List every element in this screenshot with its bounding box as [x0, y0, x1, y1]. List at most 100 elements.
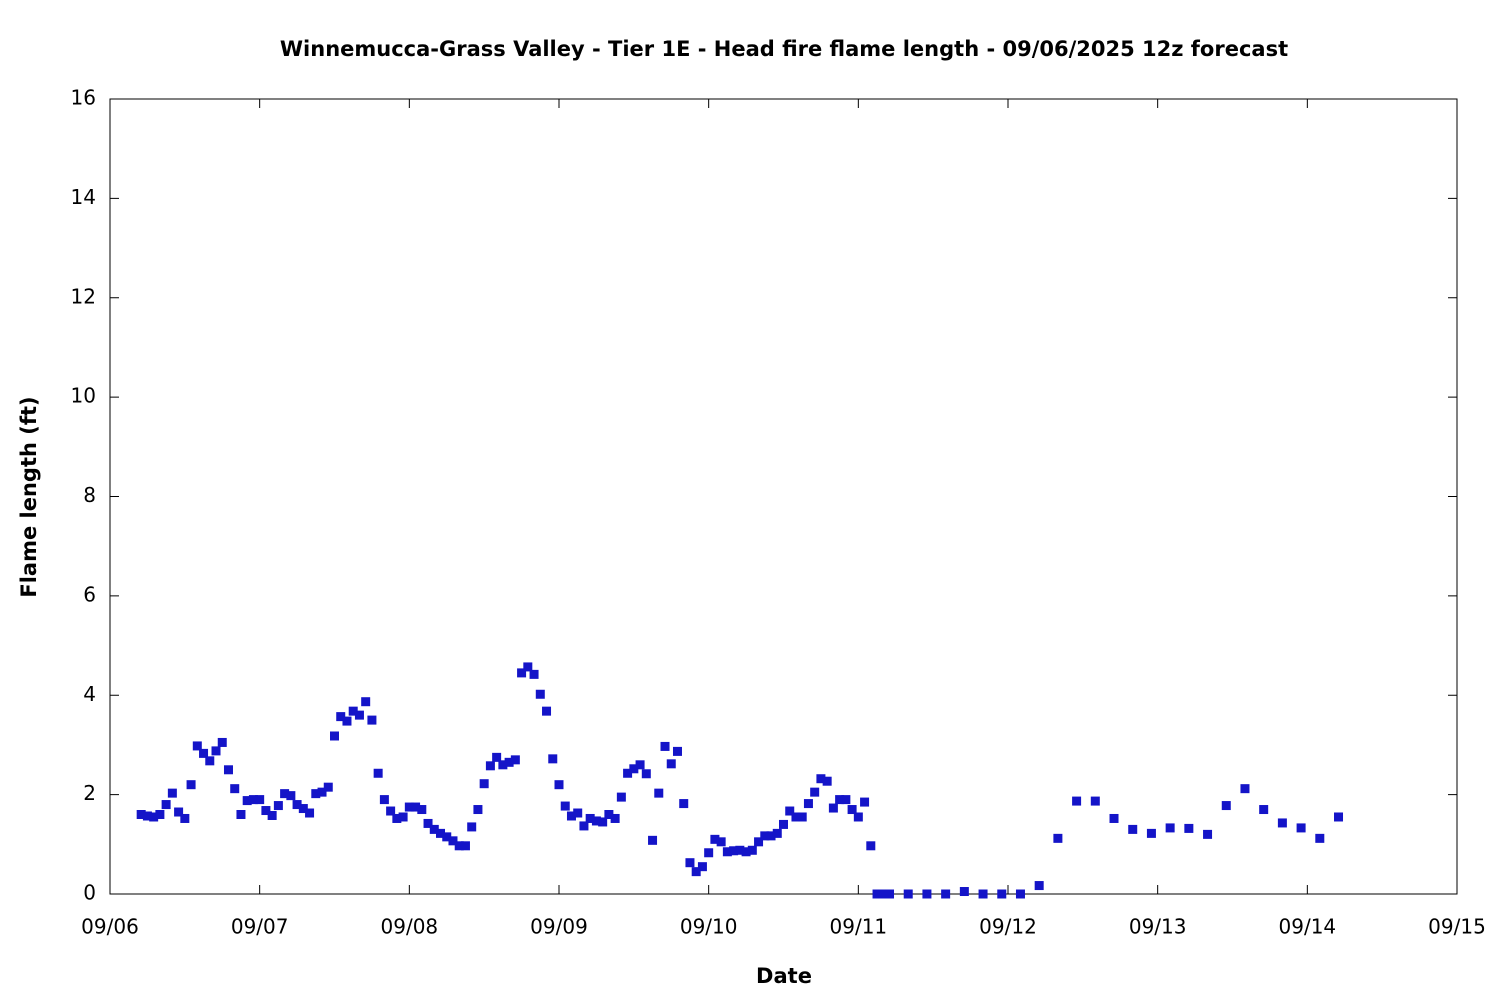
point [523, 662, 533, 672]
point [666, 759, 676, 769]
point [760, 831, 770, 841]
point [635, 760, 645, 770]
point [872, 889, 882, 899]
point [1034, 881, 1044, 891]
point [548, 754, 558, 764]
point [136, 810, 146, 819]
point [386, 806, 396, 816]
point [354, 710, 364, 720]
point [460, 841, 470, 851]
point [722, 847, 732, 857]
x-tick-label: 09/09 [530, 915, 588, 939]
point [878, 889, 888, 899]
point [535, 689, 545, 699]
point [473, 805, 483, 815]
point [922, 889, 932, 899]
point [1109, 813, 1119, 823]
y-axis-label: Flame length (ft) [17, 396, 41, 597]
x-tick-label: 09/15 [1428, 915, 1486, 939]
point [1090, 796, 1100, 806]
point [847, 805, 857, 815]
point [1053, 833, 1063, 843]
point [230, 784, 240, 794]
point [672, 746, 682, 756]
point [361, 697, 371, 707]
point [467, 822, 477, 832]
y-tick-label: 2 [83, 781, 96, 805]
point [273, 801, 283, 811]
point [616, 792, 626, 802]
y-tick-label: 16 [71, 86, 96, 110]
point [710, 834, 720, 844]
point [298, 804, 308, 814]
point [205, 756, 215, 766]
point [997, 889, 1007, 899]
point [542, 706, 552, 716]
point [286, 791, 296, 801]
x-axis-label: Date [756, 964, 812, 988]
point [236, 810, 246, 819]
point [579, 821, 589, 831]
point [860, 797, 870, 807]
point [167, 788, 177, 798]
point [735, 845, 745, 855]
point [305, 808, 315, 818]
y-tick-label: 6 [83, 582, 96, 606]
y-tick-label: 10 [71, 384, 96, 408]
point [529, 669, 539, 679]
point [317, 787, 327, 797]
point [261, 806, 271, 816]
point [161, 800, 171, 810]
point [754, 837, 764, 847]
point [941, 889, 951, 899]
y-tick-label: 4 [83, 682, 96, 706]
point [772, 828, 782, 838]
point [1277, 818, 1287, 828]
point [1240, 784, 1250, 794]
point [841, 795, 851, 805]
point [885, 889, 895, 899]
point [242, 796, 252, 806]
point [398, 812, 408, 822]
point [248, 795, 258, 805]
point [404, 802, 414, 812]
point [186, 780, 196, 790]
point [199, 748, 209, 758]
point [1203, 829, 1213, 839]
point [417, 805, 427, 815]
point [1146, 828, 1156, 838]
point [174, 807, 184, 817]
point [255, 795, 265, 805]
x-tick-label: 09/13 [1129, 915, 1187, 939]
point [641, 769, 651, 779]
point [866, 841, 876, 851]
point [1184, 823, 1194, 833]
point [423, 818, 433, 828]
point [485, 761, 495, 771]
x-tick-label: 09/11 [830, 915, 888, 939]
point [1259, 805, 1269, 815]
point [436, 828, 446, 838]
point [442, 832, 452, 842]
y-tick-label: 8 [83, 483, 96, 507]
point [336, 712, 346, 722]
point [411, 802, 421, 812]
x-tick-label: 09/06 [81, 915, 139, 939]
point [1165, 823, 1175, 833]
point [1128, 824, 1138, 834]
point [585, 813, 595, 823]
point [810, 787, 820, 797]
x-tick-label: 09/12 [979, 915, 1037, 939]
point [648, 835, 658, 845]
point [591, 816, 601, 826]
point [311, 789, 321, 799]
point [149, 812, 159, 822]
point [959, 887, 969, 897]
point [330, 731, 339, 741]
point [367, 715, 377, 725]
point [280, 789, 290, 799]
point [779, 819, 788, 829]
point [223, 765, 233, 775]
point [623, 768, 633, 778]
point [392, 813, 402, 823]
